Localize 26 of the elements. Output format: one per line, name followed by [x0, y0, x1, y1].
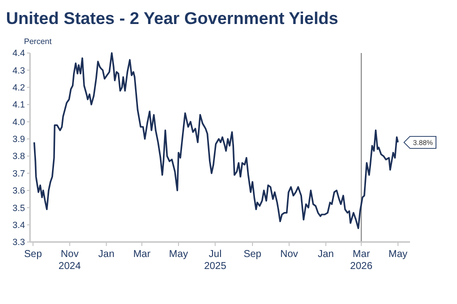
y-tick-label: 4.2 [12, 82, 25, 93]
x-tick-label: Nov [280, 249, 298, 260]
x-tick-label: Jan [318, 249, 334, 260]
y-tick-label: 4.4 [12, 48, 25, 58]
x-tick-label: May [388, 249, 408, 260]
y-tick-label: 4.3 [12, 65, 25, 76]
y-tick-label: 3.9 [12, 134, 25, 144]
y-tick-label: 4.1 [12, 100, 25, 110]
y-tick-label: 3.6 [12, 186, 25, 196]
y-tick-label: 3.4 [12, 220, 25, 230]
x-tick-label: Jan [98, 249, 114, 260]
x-tick-label: May [169, 249, 188, 260]
x-tick-label: Sep [24, 249, 42, 260]
line-series [33, 52, 399, 230]
y-tick-label: 3.3 [12, 237, 25, 248]
y-axis-title: Percent [24, 37, 52, 46]
y-tick-label: 3.7 [12, 168, 25, 178]
y-tick-label: 3.8 [12, 151, 25, 162]
x-tick-label: Sep [244, 249, 262, 260]
x-tick-label: Mar 2026 [350, 249, 373, 272]
x-tick-label: Nov 2024 [58, 249, 82, 272]
x-tick-label: Jul 2025 [204, 249, 227, 272]
x-tick-label: Mar [133, 249, 152, 260]
y-tick-label: 3.5 [12, 202, 25, 213]
chart-title: United States - 2 Year Government Yields [6, 9, 338, 28]
y-tick-label: 4.0 [12, 116, 25, 127]
